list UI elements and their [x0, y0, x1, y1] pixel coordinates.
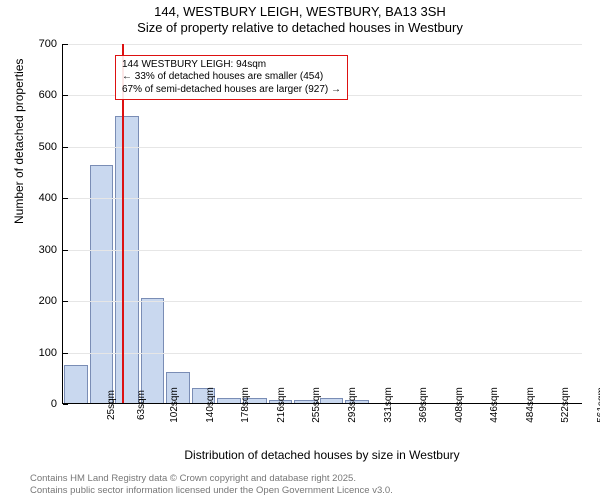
footer-line1: Contains HM Land Registry data © Crown c… — [30, 473, 393, 484]
y-tick-label: 700 — [39, 38, 63, 50]
y-tick-label: 200 — [39, 295, 63, 307]
title-line2: Size of property relative to detached ho… — [0, 20, 600, 36]
y-tick-label: 600 — [39, 89, 63, 101]
footer-line2: Contains public sector information licen… — [30, 485, 393, 496]
histogram-bar — [115, 116, 139, 403]
y-tick-label: 0 — [51, 398, 63, 410]
chart-plot-area: 25sqm63sqm102sqm140sqm178sqm216sqm255sqm… — [62, 44, 582, 404]
y-tick-label: 100 — [39, 347, 63, 359]
gridline — [63, 250, 582, 251]
histogram-bar — [90, 165, 114, 403]
gridline — [63, 198, 582, 199]
title-line1: 144, WESTBURY LEIGH, WESTBURY, BA13 3SH — [0, 4, 600, 20]
gridline — [63, 44, 582, 45]
annotation-line2: ← 33% of detached houses are smaller (45… — [122, 71, 341, 84]
annotation-line3: 67% of semi-detached houses are larger (… — [122, 84, 341, 97]
gridline — [63, 301, 582, 302]
y-tick-label: 500 — [39, 141, 63, 153]
annotation-line1: 144 WESTBURY LEIGH: 94sqm — [122, 59, 341, 72]
y-tick-label: 300 — [39, 244, 63, 256]
chart-title-block: 144, WESTBURY LEIGH, WESTBURY, BA13 3SH … — [0, 0, 600, 37]
annotation-box: 144 WESTBURY LEIGH: 94sqm← 33% of detach… — [115, 55, 348, 101]
y-axis-label: Number of detached properties — [12, 59, 26, 224]
footer-attribution: Contains HM Land Registry data © Crown c… — [30, 473, 393, 496]
gridline — [63, 147, 582, 148]
y-tick-label: 400 — [39, 192, 63, 204]
gridline — [63, 353, 582, 354]
x-axis-label: Distribution of detached houses by size … — [62, 448, 582, 462]
